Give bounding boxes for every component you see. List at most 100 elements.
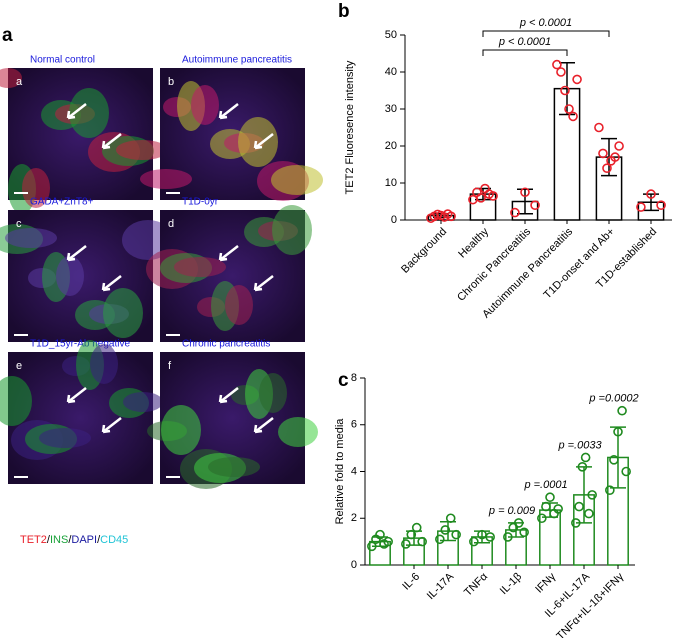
y-tick-label: 6 (351, 419, 357, 431)
y-tick-label: 2 (351, 512, 357, 524)
data-point (545, 492, 555, 503)
data-point (614, 141, 624, 151)
x-tick-label: T1D-onset and Ab+ (541, 226, 617, 302)
data-point (580, 452, 591, 463)
data-point (530, 200, 540, 210)
cell-blob (225, 285, 253, 325)
y-axis-label: Relative fold to media (334, 418, 346, 525)
data-point (571, 518, 581, 528)
x-tick-label: IFNγ (533, 570, 558, 595)
legend-entry: / (68, 534, 72, 546)
image-label: GADA+ZnT8+ (30, 197, 94, 208)
image-label: Normal control (30, 55, 95, 66)
data-point (367, 541, 377, 552)
data-point (513, 518, 524, 528)
data-point (503, 532, 513, 542)
p-value: p = 0.009 (488, 505, 535, 517)
data-point (417, 536, 427, 547)
x-tick-label: Healthy (456, 225, 491, 260)
data-point (577, 462, 588, 472)
bracket (482, 49, 568, 56)
y-tick-label: 40 (385, 66, 397, 78)
arrow (101, 417, 122, 434)
cell-blob (161, 405, 201, 455)
data-point (401, 539, 411, 549)
x-tick-label: IL-17A (425, 570, 457, 602)
data-point (598, 148, 608, 159)
data-point (440, 525, 451, 535)
arrow (253, 275, 274, 292)
legend-entry: CD45 (100, 534, 128, 546)
y-tick-label: 4 (351, 465, 357, 477)
image-label: Chronic pancreatitis (182, 339, 270, 350)
data-point (510, 207, 520, 218)
image-letter: b (168, 76, 174, 88)
data-point (476, 193, 486, 203)
data-point (446, 211, 456, 222)
arrow (218, 245, 239, 262)
y-tick-label: 10 (385, 177, 397, 189)
y-tick-label: 0 (351, 559, 357, 571)
arrow (253, 417, 274, 434)
data-point (574, 501, 584, 512)
bar (469, 193, 497, 221)
scale-bar (14, 476, 28, 478)
data-point (602, 163, 612, 173)
data-point (469, 536, 479, 547)
image-letter: f (168, 360, 172, 372)
legend-entry: TET2 (20, 534, 47, 546)
data-point (520, 187, 530, 198)
data-point (621, 466, 631, 477)
cell-blob (103, 288, 143, 338)
image-letter: e (16, 360, 22, 372)
panel-letter: a (2, 25, 13, 46)
error-bar (517, 188, 533, 215)
cell-blob (39, 428, 91, 448)
bar (539, 509, 561, 566)
image-label: T1D-0yr (182, 197, 219, 208)
data-point (613, 426, 623, 437)
cell-blob (140, 169, 192, 189)
data-point (584, 508, 594, 519)
cell-blob (259, 373, 287, 413)
cell-blob (278, 417, 318, 447)
legend-entry: / (47, 534, 51, 546)
data-point (572, 74, 582, 85)
cell-blob (174, 257, 226, 277)
cell-blob (22, 168, 50, 208)
x-tick-label: IL-1β (498, 571, 524, 597)
data-point (552, 59, 562, 70)
data-point (568, 111, 578, 122)
legend-entry: INS (50, 534, 68, 546)
data-point (609, 455, 619, 465)
data-point (508, 522, 519, 533)
y-tick-label: 30 (385, 103, 397, 115)
x-tick-label: Chronic Pancreatitis (455, 225, 533, 303)
data-point (617, 405, 627, 416)
scale-bar (14, 192, 28, 194)
y-tick-label: 50 (385, 29, 397, 41)
p-value: p =.0001 (523, 479, 567, 491)
p-value: p =0.0002 (588, 393, 638, 405)
data-point (541, 501, 551, 512)
data-point (564, 104, 574, 114)
cell-blob (208, 457, 260, 477)
arrow (218, 103, 239, 120)
arrow (66, 245, 87, 262)
bracket (482, 30, 610, 37)
image-letter: a (16, 76, 23, 88)
cell-blob (56, 256, 84, 296)
cell-blob (116, 140, 168, 160)
arrow (101, 133, 122, 150)
data-point (560, 85, 570, 96)
data-point (411, 522, 422, 533)
stain-legend: TET2/INS/DAPI/CD45 (20, 534, 128, 546)
scale-bar (166, 334, 180, 336)
scale-bar (166, 476, 180, 478)
data-point (383, 536, 393, 547)
cell-blob (0, 376, 32, 426)
arrow (101, 275, 122, 292)
cell-blob (191, 85, 219, 125)
image-label: T1D_15yr-Ab negative (30, 339, 130, 350)
data-point (375, 529, 385, 540)
